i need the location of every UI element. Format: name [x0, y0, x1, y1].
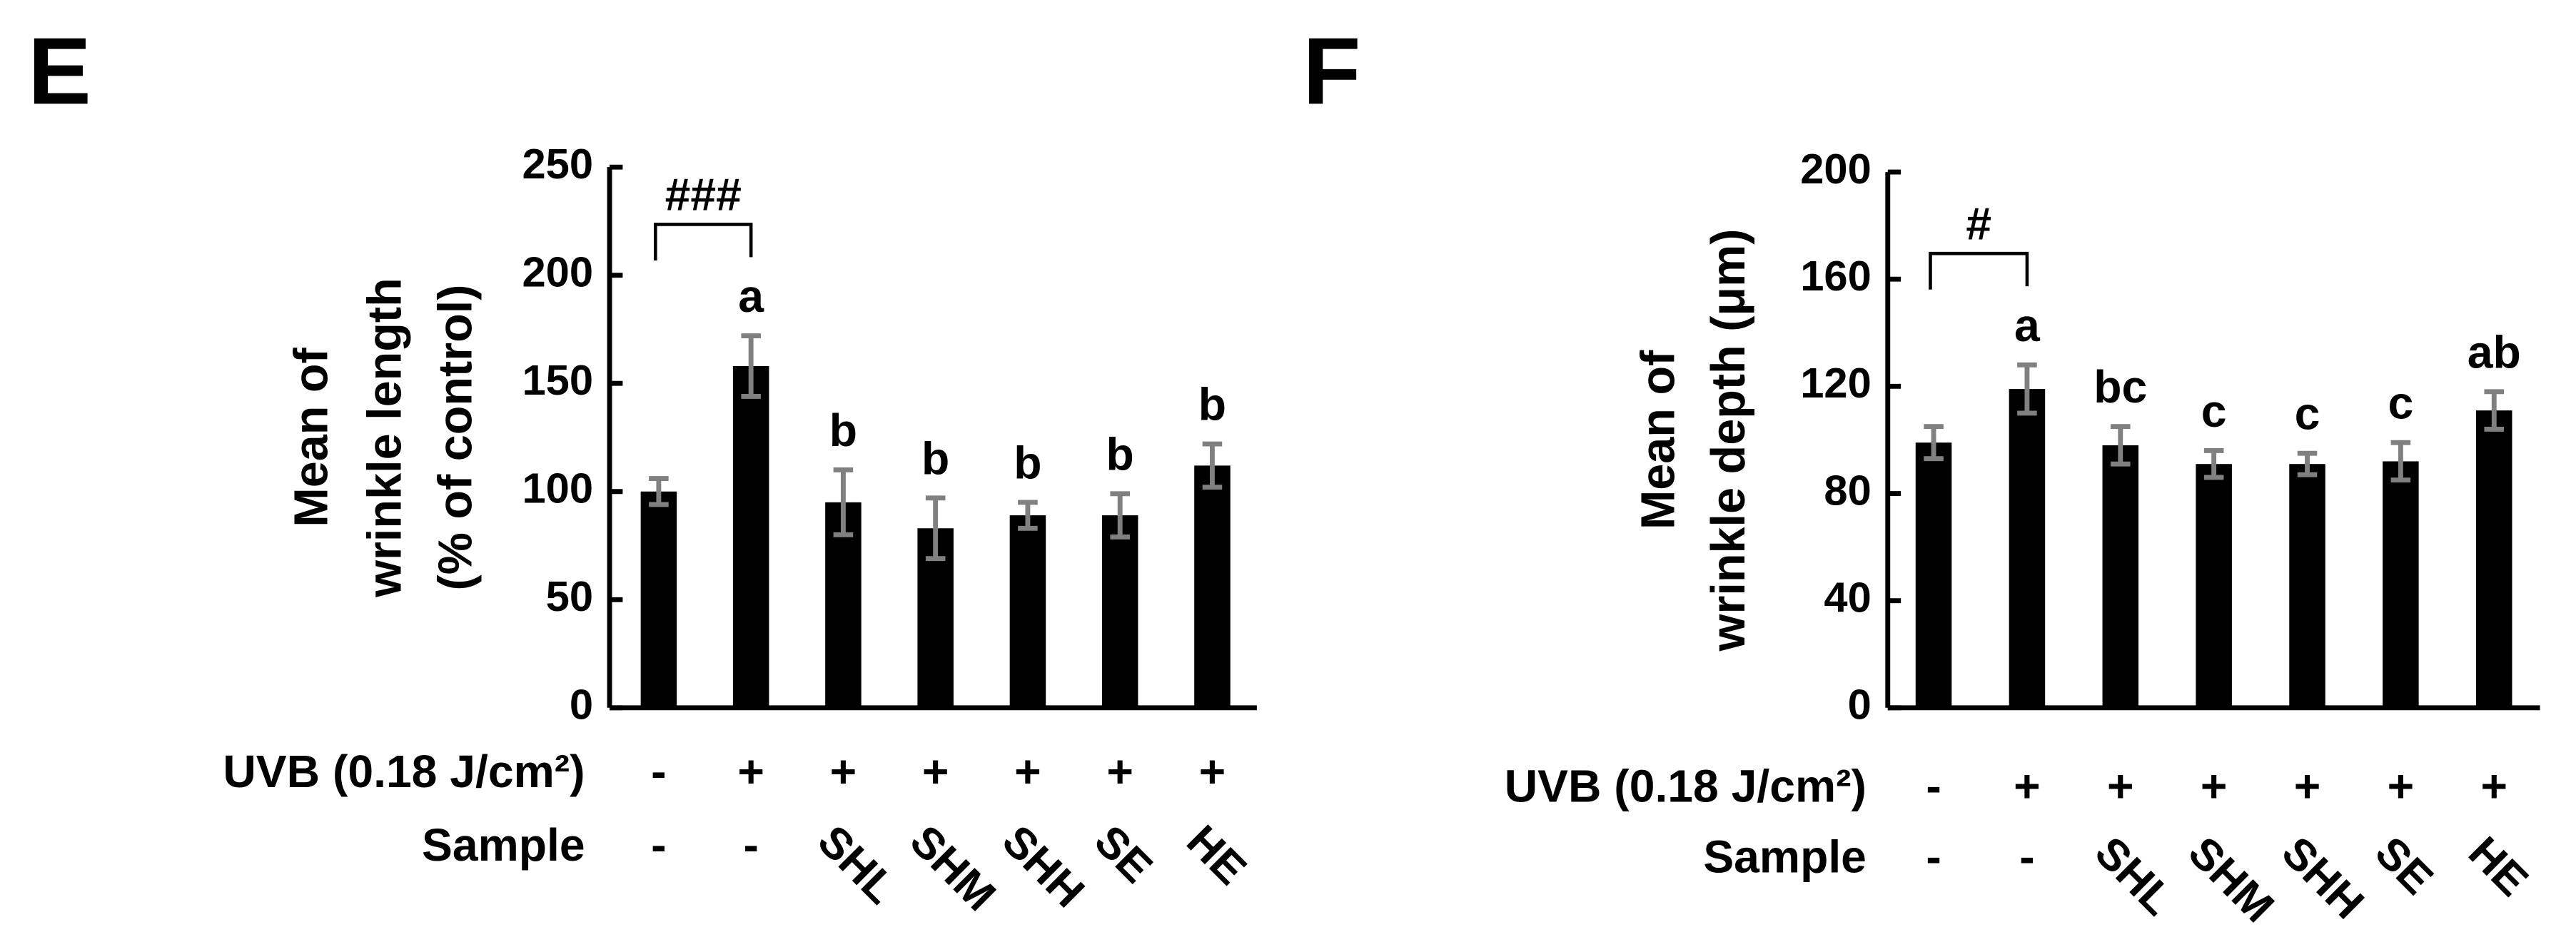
row-value: +	[1106, 746, 1133, 797]
bracket	[1929, 251, 2029, 290]
significance-letter: b	[1198, 379, 1226, 430]
significance-letter: bc	[2093, 361, 2147, 412]
row-value: -	[1926, 831, 1941, 882]
y-axis-label: wrinkle length	[359, 278, 412, 598]
y-tick-label: 250	[522, 140, 593, 188]
row-value: +	[2107, 761, 2134, 812]
y-tick-label: 150	[522, 356, 593, 404]
sample-label: SHM	[2179, 828, 2283, 932]
row-label: Sample	[1703, 831, 1867, 882]
bar	[732, 365, 769, 708]
y-axis-label: Mean of	[1632, 350, 1685, 530]
row-value: +	[737, 746, 764, 797]
panel-label: F	[1303, 18, 1360, 124]
bar	[2102, 445, 2139, 708]
sample-label: SE	[1085, 816, 1161, 893]
bar	[2289, 464, 2325, 708]
bracket-label: ###	[665, 169, 742, 221]
significance-letter: c	[2388, 378, 2414, 429]
row-value: -	[2019, 831, 2034, 882]
row-value: -	[1926, 761, 1941, 812]
row-label: Sample	[422, 819, 585, 871]
row-value: +	[1199, 746, 1226, 797]
sample-label: HE	[2459, 828, 2537, 906]
y-axis-label: Mean of	[285, 347, 338, 527]
sample-label: SHH	[993, 816, 1093, 917]
significance-letter: ab	[2468, 326, 2521, 378]
sample-label: SHH	[2272, 828, 2373, 928]
row-value: +	[830, 746, 857, 797]
bar	[2009, 389, 2046, 708]
significance-letter: c	[2295, 388, 2320, 440]
y-axis-label: wrinkle depth (μm)	[1702, 229, 1755, 652]
row-value: -	[743, 819, 758, 871]
bar	[2196, 464, 2232, 708]
row-value: +	[2388, 761, 2415, 812]
bar	[1009, 515, 1046, 708]
sample-label: HE	[1177, 816, 1256, 895]
row-label: UVB (0.18 J/cm²)	[223, 746, 585, 797]
y-tick-label: 0	[1848, 681, 1872, 729]
sample-label: SHL	[808, 816, 905, 913]
y-tick-label: 40	[1824, 573, 1871, 621]
significance-letter: b	[921, 432, 949, 484]
panel-label: E	[28, 18, 91, 124]
y-tick-label: 0	[570, 681, 593, 729]
row-label: UVB (0.18 J/cm²)	[1505, 761, 1867, 812]
significance-letter: b	[1014, 437, 1041, 488]
sample-label: SHL	[2086, 828, 2183, 925]
row-value: +	[922, 746, 949, 797]
row-value: +	[2480, 761, 2507, 812]
y-axis-label: (% of control)	[429, 285, 482, 591]
row-value: +	[2201, 761, 2228, 812]
row-value: -	[651, 819, 666, 871]
significance-letter: c	[2201, 385, 2227, 437]
y-tick-label: 80	[1824, 466, 1871, 514]
bar	[2475, 410, 2512, 708]
y-tick-label: 120	[1800, 359, 1872, 407]
sample-label: SHM	[901, 816, 1005, 921]
row-value: -	[651, 746, 666, 797]
significance-letter: b	[829, 405, 857, 456]
bracket-label: #	[1966, 198, 1991, 249]
significance-letter: a	[2014, 300, 2041, 351]
y-tick-label: 200	[522, 248, 593, 295]
y-tick-label: 50	[546, 572, 593, 620]
row-value: +	[2294, 761, 2321, 812]
bar	[2383, 461, 2419, 708]
significance-letter: b	[1106, 428, 1134, 480]
row-value: +	[1014, 746, 1041, 797]
sample-label: SE	[2365, 828, 2442, 904]
row-value: +	[2014, 761, 2041, 812]
y-tick-label: 160	[1800, 252, 1872, 300]
bar	[1101, 515, 1138, 708]
bar	[640, 491, 677, 708]
bar	[1915, 442, 1952, 708]
bracket	[654, 223, 753, 260]
significance-letter: a	[738, 270, 764, 322]
y-tick-label: 100	[522, 465, 593, 512]
y-tick-label: 200	[1800, 145, 1872, 193]
bar	[1194, 465, 1231, 708]
